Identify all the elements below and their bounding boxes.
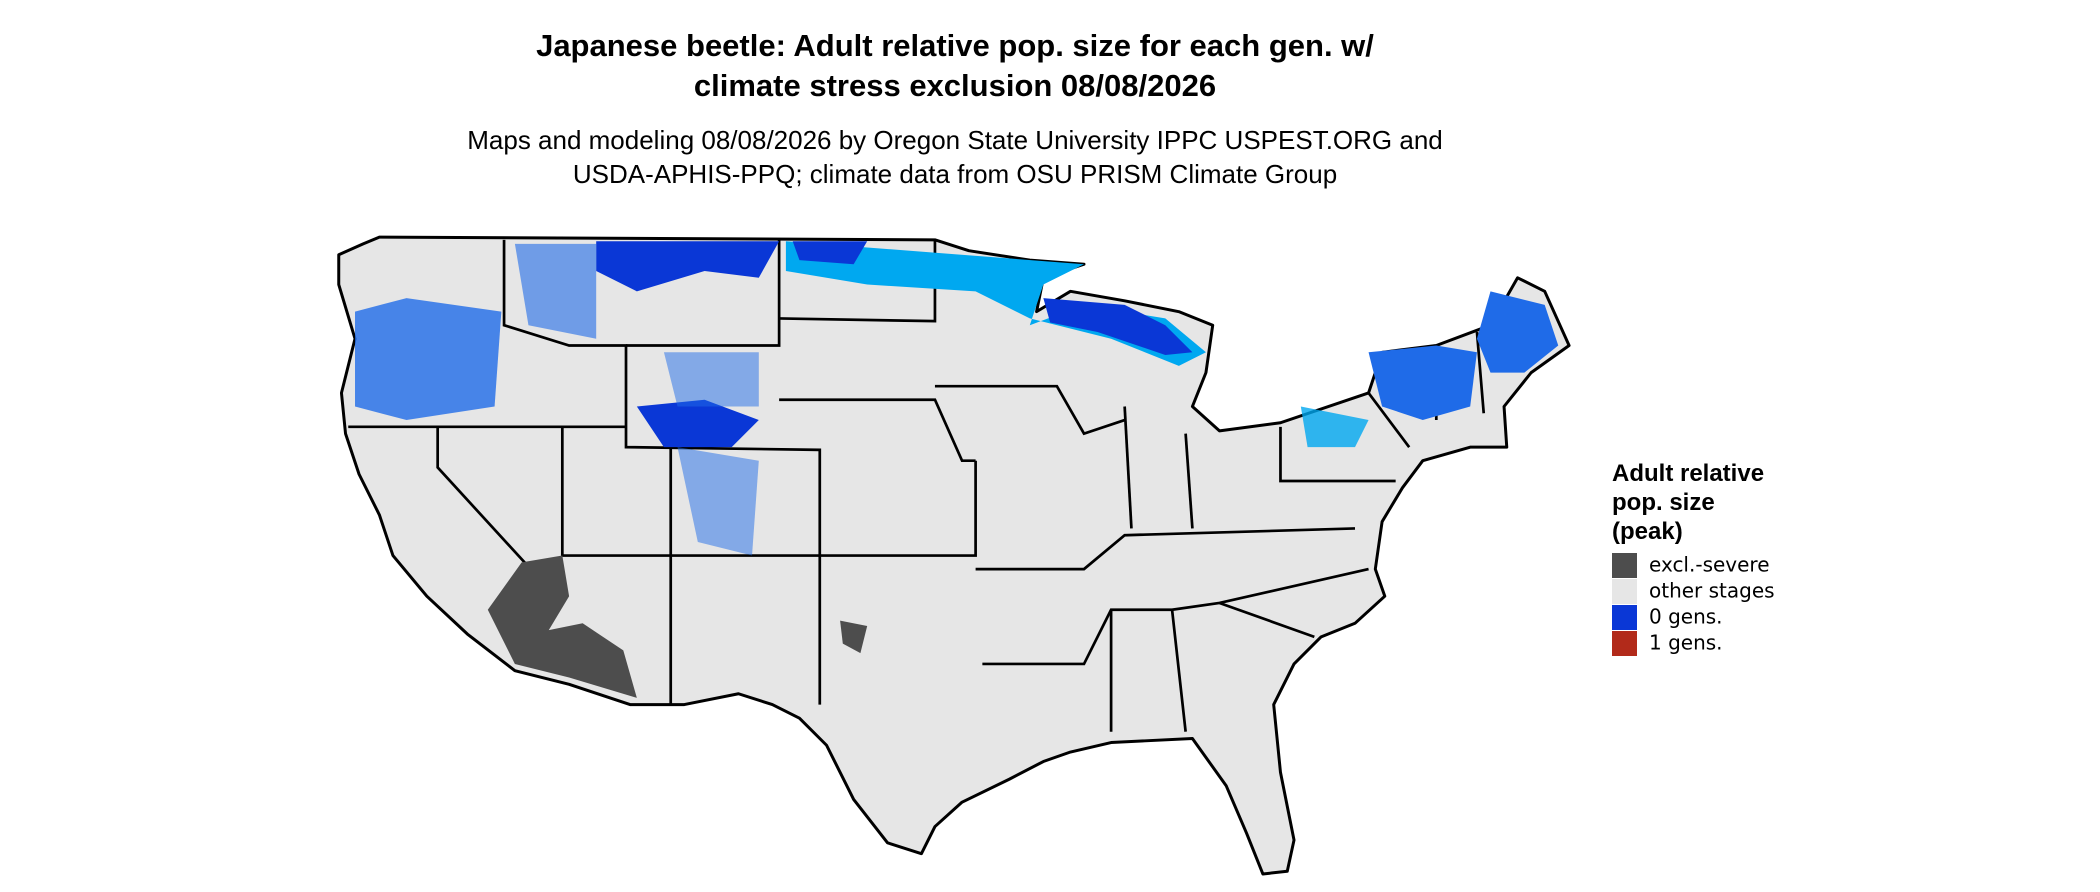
legend-title: (peak) bbox=[1612, 518, 1683, 545]
excluded-areas bbox=[487, 555, 868, 698]
title: climate stress exclusion 08/08/2026 bbox=[694, 68, 1216, 103]
state-borders bbox=[348, 239, 1486, 732]
legend-label: 0 gens. bbox=[1649, 605, 1723, 629]
legend-swatch bbox=[1612, 631, 1637, 656]
legend-label: excl.-severe bbox=[1649, 553, 1770, 577]
title: Japanese beetle: Adult relative pop. siz… bbox=[536, 28, 1374, 63]
legend-title: Adult relative bbox=[1612, 460, 1764, 487]
legend-swatch bbox=[1612, 553, 1637, 578]
blue-areas bbox=[355, 241, 1559, 556]
us-map bbox=[337, 235, 1571, 876]
legend-label: other stages bbox=[1649, 579, 1775, 603]
legend-title: pop. size bbox=[1612, 489, 1715, 516]
subtitle: Maps and modeling 08/08/2026 by Oregon S… bbox=[467, 125, 1443, 155]
subtitle: USDA-APHIS-PPQ; climate data from OSU PR… bbox=[573, 159, 1337, 189]
legend-label: 1 gens. bbox=[1649, 631, 1723, 655]
legend-swatch bbox=[1612, 605, 1637, 630]
titles: Japanese beetle: Adult relative pop. siz… bbox=[467, 28, 1443, 189]
legend-swatch bbox=[1612, 579, 1637, 604]
